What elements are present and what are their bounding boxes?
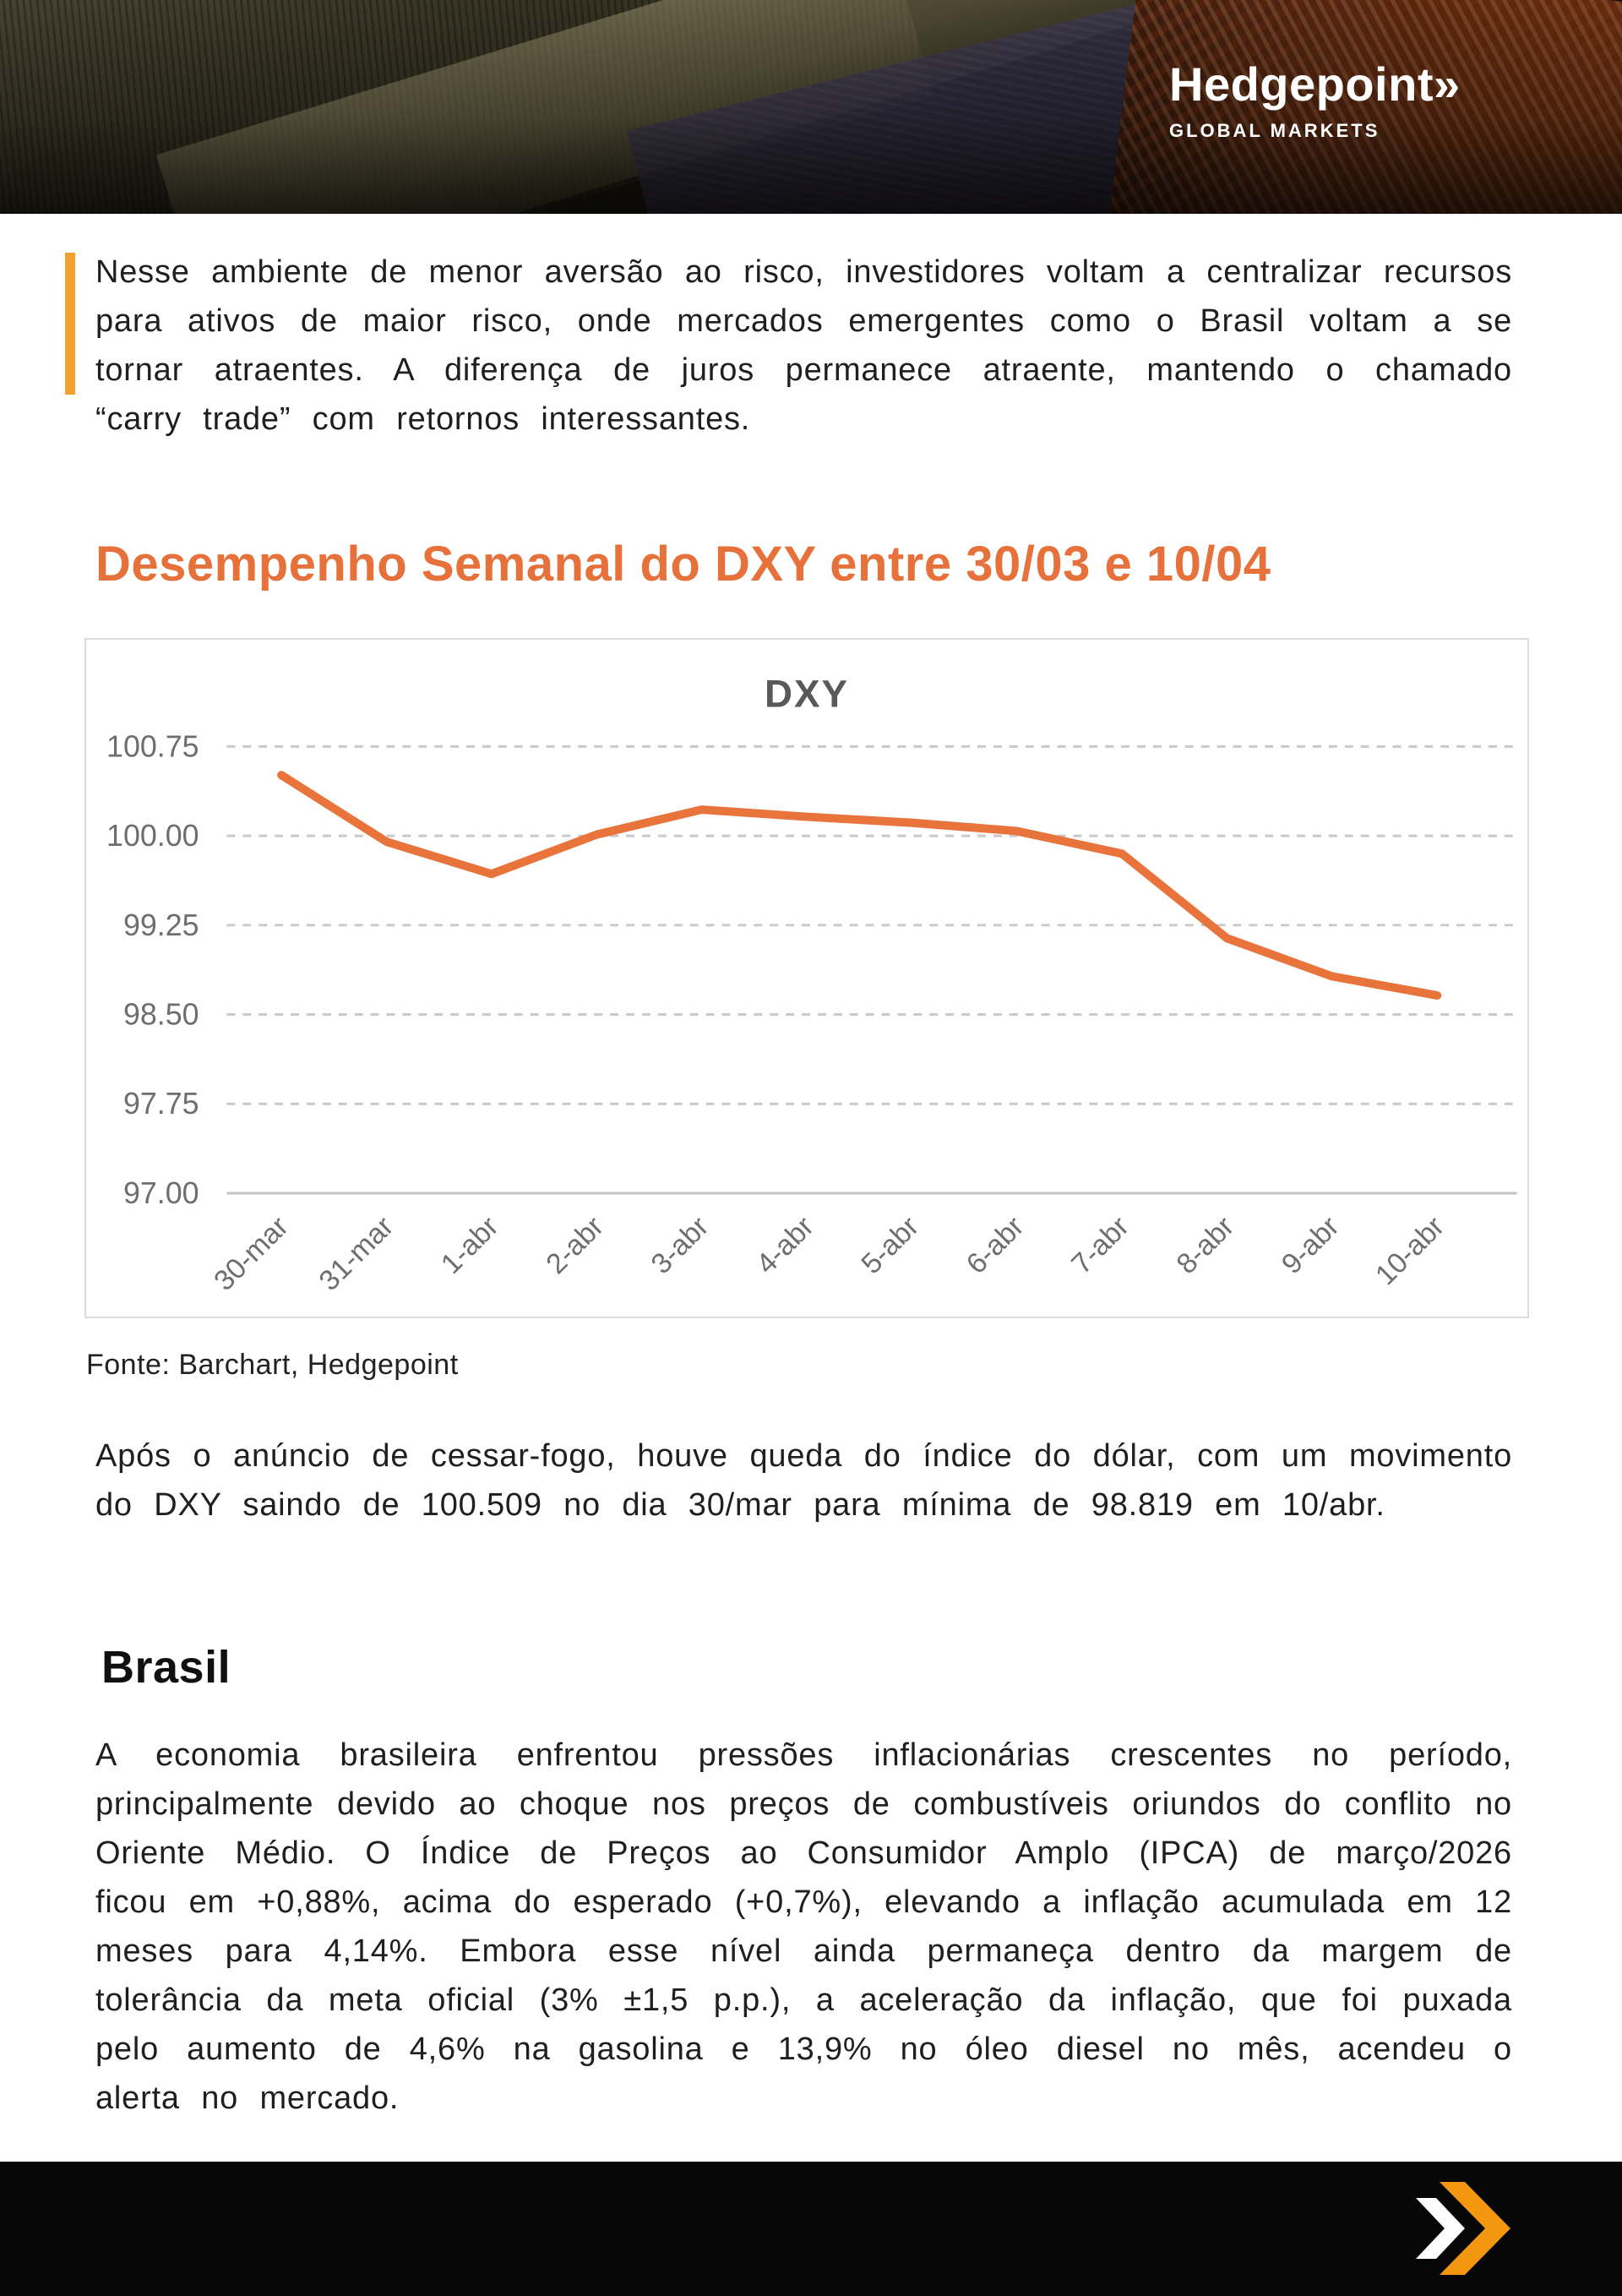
chart-y-axis-labels: 100.75 100.00 99.25 98.50 97.75 97.00: [106, 729, 199, 1210]
brand-logo: Hedgepoint» GLOBAL MARKETS: [1169, 61, 1461, 142]
double-chevron-icon: [1416, 2182, 1510, 2275]
svg-text:2-abr: 2-abr: [540, 1210, 610, 1280]
svg-text:100.00: 100.00: [106, 819, 199, 853]
dxy-series-line: [277, 771, 1442, 1000]
brand-logo-wordmark: Hedgepoint»: [1169, 57, 1461, 111]
brand-tagline: GLOBAL MARKETS: [1169, 120, 1380, 141]
svg-text:97.75: 97.75: [123, 1087, 199, 1121]
brasil-paragraph-block: A economia brasileira enfrentou pressões…: [95, 1731, 1512, 2123]
dxy-section-heading: Desempenho Semanal do DXY entre 30/03 e …: [95, 537, 1271, 592]
svg-text:7-abr: 7-abr: [1065, 1210, 1135, 1280]
header-dark-overlay: [0, 0, 1622, 214]
svg-text:9-abr: 9-abr: [1276, 1210, 1346, 1280]
chart-title: DXY: [765, 673, 849, 716]
dxy-analysis-block: Após o anúncio de cessar-fogo, houve que…: [95, 1432, 1512, 1530]
header-banner: Hedgepoint» GLOBAL MARKETS: [0, 0, 1622, 214]
svg-text:1-abr: 1-abr: [435, 1210, 505, 1280]
svg-text:10-abr: 10-abr: [1369, 1210, 1451, 1291]
svg-text:5-abr: 5-abr: [855, 1210, 925, 1280]
footer-bar: [0, 2162, 1622, 2296]
dxy-line-chart: DXY 100.75 100.00 99.25 98.50 97.75 97.00 30-…: [106, 673, 1517, 1297]
accent-bar: [65, 253, 75, 395]
intro-paragraph-block: Nesse ambiente de menor aversão ao risco…: [65, 248, 1512, 444]
svg-text:4-abr: 4-abr: [750, 1210, 820, 1280]
chart-gridlines: [226, 744, 1517, 1195]
svg-text:6-abr: 6-abr: [961, 1210, 1031, 1280]
chart-source-caption: Fonte: Barchart, Hedgepoint: [86, 1349, 459, 1381]
brand-chevron-mark: »: [1433, 57, 1461, 111]
brasil-section-heading: Brasil: [101, 1642, 231, 1693]
dxy-chart-card: DXY 100.75 100.00 99.25 98.50 97.75 97.00 30-…: [84, 638, 1529, 1318]
chart-x-axis-labels: 30-mar 31-mar 1-abr 2-abr 3-abr 4-abr 5-abr 6-a…: [208, 1210, 1451, 1297]
intro-paragraph: Nesse ambiente de menor aversão ao risco…: [95, 254, 1512, 437]
chevron-orange: [1440, 2182, 1510, 2275]
svg-text:97.00: 97.00: [123, 1176, 199, 1210]
svg-text:99.25: 99.25: [123, 908, 199, 942]
svg-text:8-abr: 8-abr: [1170, 1210, 1240, 1280]
svg-text:100.75: 100.75: [106, 729, 199, 763]
svg-text:98.50: 98.50: [123, 997, 199, 1031]
svg-text:3-abr: 3-abr: [645, 1210, 716, 1280]
dxy-analysis-paragraph: Após o anúncio de cessar-fogo, houve que…: [95, 1438, 1512, 1523]
chevron-white: [1416, 2198, 1465, 2259]
svg-text:30-mar: 30-mar: [208, 1210, 295, 1297]
brasil-paragraph: A economia brasileira enfrentou pressões…: [95, 1737, 1512, 2116]
svg-text:31-mar: 31-mar: [313, 1210, 400, 1297]
